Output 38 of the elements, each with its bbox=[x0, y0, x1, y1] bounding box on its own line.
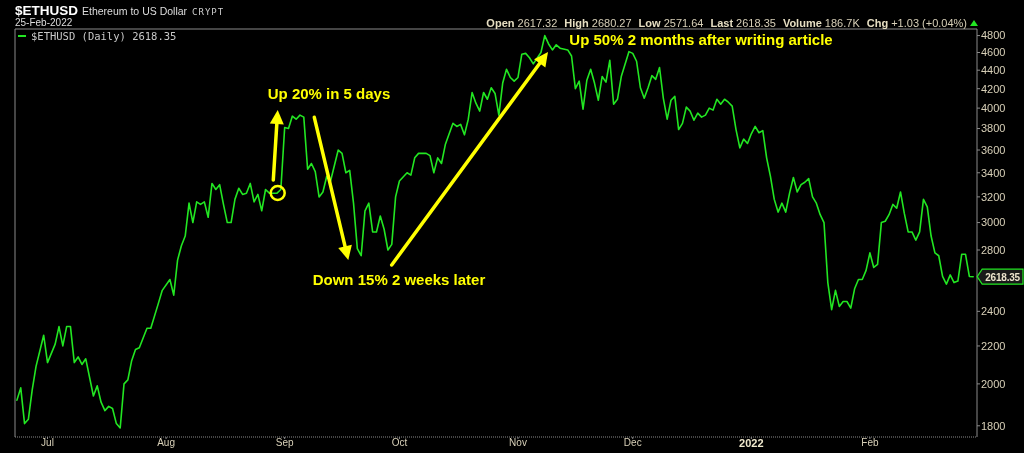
x-tick-label: Nov bbox=[509, 437, 527, 449]
x-tick-label: Sep bbox=[275, 437, 294, 449]
x-tick-label: Oct bbox=[391, 437, 408, 449]
y-tick-label: 1800 bbox=[981, 419, 1006, 432]
y-tick-label: 4000 bbox=[981, 102, 1006, 115]
text: Low 2571.64 bbox=[638, 17, 704, 29]
y-tick-label: 2200 bbox=[981, 339, 1006, 352]
y-tick-label: 3800 bbox=[981, 122, 1006, 135]
x-tick-label: 2022 bbox=[739, 436, 764, 449]
y-tick-label: 3600 bbox=[981, 143, 1006, 156]
text: Last 2618.35 bbox=[710, 17, 776, 29]
x-tick-label: Dec bbox=[623, 437, 642, 449]
text: Open 2617.32 bbox=[486, 17, 558, 29]
y-tick-label: 2400 bbox=[981, 305, 1006, 318]
annotation: Up 20% in 5 days bbox=[267, 84, 391, 102]
y-tick-label: 4800 bbox=[981, 29, 1006, 42]
y-tick-label: 3200 bbox=[981, 190, 1006, 203]
text: Chg +1.03 (+0.04%) bbox=[866, 17, 967, 29]
x-tick-label: Aug bbox=[157, 437, 175, 449]
y-tick-label: 2800 bbox=[981, 243, 1006, 256]
text: CRYPT bbox=[192, 7, 225, 17]
y-tick-label: 3400 bbox=[981, 166, 1006, 179]
legend-label: $ETHUSD (Daily) 2618.35 bbox=[31, 30, 177, 42]
text: 25-Feb-2022 bbox=[15, 17, 73, 28]
y-tick-label: 4200 bbox=[981, 82, 1006, 95]
chart-subtitle: Ethereum to US Dollar bbox=[82, 5, 188, 17]
y-tick-label: 3000 bbox=[981, 216, 1006, 229]
annotation: Down 15% 2 weeks later bbox=[312, 270, 486, 288]
data-label: 2618.35 bbox=[985, 271, 1021, 283]
y-tick-label: 4600 bbox=[981, 46, 1006, 59]
text: High 2680.27 bbox=[564, 17, 632, 29]
x-tick-label: Feb bbox=[861, 437, 879, 449]
annotation: Up 50% 2 months after writing article bbox=[569, 30, 833, 48]
x-tick-label: Jul bbox=[41, 437, 54, 449]
y-tick-label: 2000 bbox=[981, 377, 1006, 390]
chart-title: $ETHUSD bbox=[15, 3, 79, 18]
y-tick-label: 4400 bbox=[981, 64, 1006, 77]
text: Volume 186.7K bbox=[782, 17, 860, 29]
